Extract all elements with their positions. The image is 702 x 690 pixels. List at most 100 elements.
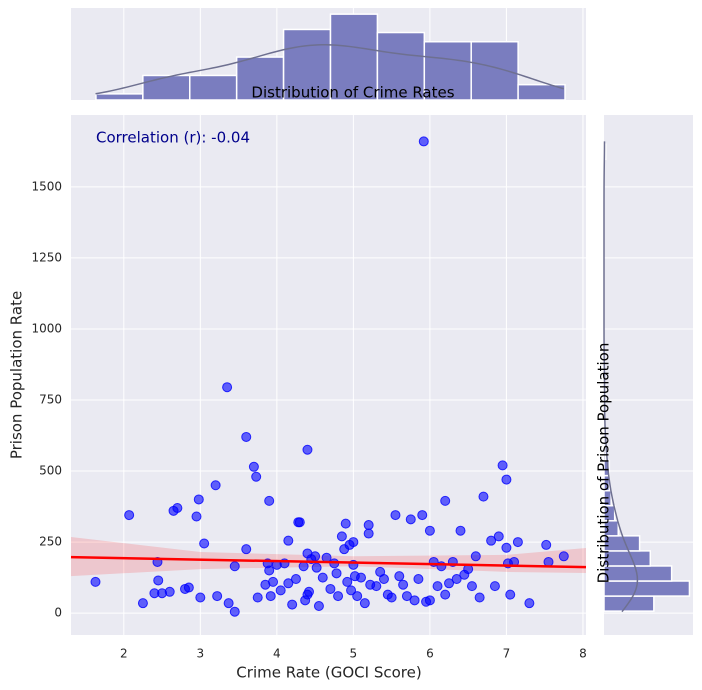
scatter-point [290, 574, 301, 585]
y-axis-label: Prison Population Rate [8, 291, 26, 459]
y-tick-label: 1250 [31, 250, 62, 264]
scatter-point [501, 474, 512, 485]
scatter-point [505, 589, 516, 600]
scatter-point [212, 591, 223, 602]
scatter-point [363, 520, 374, 531]
scatter-point [501, 542, 512, 553]
scatter-point [352, 591, 363, 602]
scatter-point [283, 578, 294, 589]
scatter-point [486, 535, 497, 546]
scatter-point [241, 544, 252, 555]
scatter-point [390, 510, 401, 521]
scatter-point [558, 551, 569, 562]
scatter-point [440, 589, 451, 600]
annotation: Correlation (r): -0.04 [96, 129, 250, 147]
x-tick-label: 2 [120, 647, 128, 661]
histogram-bar [470, 40, 519, 101]
scatter-point [417, 510, 428, 521]
scatter-point [356, 572, 367, 583]
scatter-point [229, 606, 240, 617]
scatter-point [90, 576, 101, 587]
scatter-point [153, 575, 164, 586]
scatter-point [378, 574, 389, 585]
x-tick-label: 8 [579, 647, 587, 661]
scatter-point [264, 565, 275, 576]
scatter-point [444, 578, 455, 589]
scatter-point [172, 502, 183, 513]
scatter-point [489, 581, 500, 592]
scatter-point [229, 561, 240, 572]
scatter-point [340, 518, 351, 529]
y-tick-label: 750 [39, 393, 62, 407]
scatter-point [418, 136, 429, 147]
scatter-point [331, 568, 342, 579]
y-tick-label: 0 [54, 606, 62, 620]
kde-curve [95, 44, 565, 95]
scatter-point [275, 585, 286, 596]
scatter-point [248, 461, 259, 472]
scatter-point [363, 528, 374, 539]
main-panel [71, 115, 586, 635]
y-tick-label: 1000 [31, 321, 62, 335]
scatter-point [541, 539, 552, 550]
x-tick-label: 4 [273, 647, 281, 661]
histogram-bar [329, 13, 379, 101]
scatter-point [409, 595, 420, 606]
scatter-point [283, 535, 294, 546]
scatter-point [497, 460, 508, 471]
scatter-point [298, 561, 309, 572]
scatter-point [183, 582, 194, 593]
scatter-point [336, 531, 347, 542]
kde-curve [603, 141, 639, 613]
scatter-point [191, 511, 202, 522]
top-title: Distribution of Crime Rates [251, 84, 454, 102]
x-tick-label: 6 [426, 647, 434, 661]
histogram-bar [517, 83, 566, 101]
scatter-point [311, 562, 322, 573]
grid [71, 8, 693, 635]
histogram-bar [235, 56, 285, 101]
scatter-point [241, 431, 252, 442]
scatter-point [317, 572, 328, 583]
scatter-point [401, 591, 412, 602]
scatter-point [313, 601, 324, 612]
x-tick-label: 5 [350, 647, 358, 661]
scatter-point [405, 514, 416, 525]
scatter-point [199, 538, 210, 549]
scatter-point [512, 537, 523, 548]
regression-line [70, 555, 587, 569]
scatter-point [432, 581, 443, 592]
scatter-point [398, 579, 409, 590]
scatter-point [264, 495, 275, 506]
histogram-bar [95, 93, 144, 101]
y-tick-label: 1500 [31, 179, 62, 193]
scatter-point [413, 574, 424, 585]
scatter-point [524, 598, 535, 609]
histogram-bar [282, 28, 332, 101]
scatter-point [346, 585, 357, 596]
scatter-point [303, 586, 314, 597]
scatter-point [137, 598, 148, 609]
right-title: Distribution of Prison Population [595, 343, 613, 584]
marks [70, 13, 691, 617]
scatter-point [424, 595, 435, 606]
scatter-point [451, 574, 462, 585]
scatter-point [265, 591, 276, 602]
scatter-point [455, 525, 466, 536]
histogram-bar [189, 74, 238, 101]
scatter-point [474, 592, 485, 603]
scatter-point [394, 571, 405, 582]
scatter-point [294, 517, 305, 528]
scatter-point [478, 491, 489, 502]
scatter-point [371, 581, 382, 592]
y-tick-label: 500 [39, 464, 62, 478]
scatter-point [124, 510, 135, 521]
scatter-point [466, 581, 477, 592]
x-tick-label: 3 [197, 647, 205, 661]
scatter-point [359, 598, 370, 609]
histogram-bar [603, 580, 691, 597]
x-axis-label: Crime Rate (GOCI Score) [236, 664, 421, 682]
x-tick-label: 7 [503, 647, 511, 661]
scatter-point [252, 592, 263, 603]
